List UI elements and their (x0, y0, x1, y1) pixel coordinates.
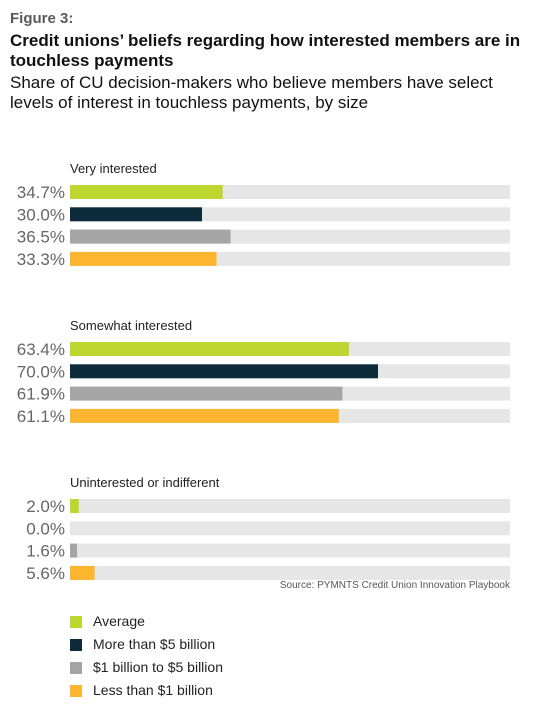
figure-label: Figure 3: (10, 10, 74, 27)
value-label-somewhat-interested-less-than-1-billion: 61.1% (17, 407, 65, 426)
chart-title: Credit unions’ beliefs regarding how int… (10, 31, 521, 70)
value-label-very-interested-1-billion-to-5-billion: 36.5% (17, 228, 65, 247)
bar-very-interested-less-than-1-billion (70, 251, 217, 266)
legend-swatch-less-than-1b (70, 685, 82, 697)
value-label-somewhat-interested-more-than-5-billion: 70.0% (17, 362, 65, 381)
bar-somewhat-interested-1-billion-to-5-billion (70, 386, 343, 401)
value-label-very-interested-more-than-5-billion: 30.0% (17, 205, 65, 224)
chart-subtitle: Share of CU decision-makers who believe … (10, 73, 493, 112)
bar-track-uninterested-or-indifferent-less-than-1-billion (70, 565, 510, 580)
legend-label-1b-to-5b: $1 billion to $5 billion (93, 659, 223, 675)
bar-track-uninterested-or-indifferent-more-than-5-billion (70, 521, 510, 536)
bar-very-interested-average (70, 185, 223, 199)
group-label-somewhat-interested: Somewhat interested (70, 318, 192, 333)
value-label-uninterested-or-indifferent-less-than-1-billion: 5.6% (26, 564, 65, 580)
value-label-somewhat-interested-1-billion-to-5-billion: 61.9% (17, 385, 65, 404)
legend-label-more-than-5b: More than $5 billion (93, 636, 216, 652)
legend-swatch-more-than-5b (70, 639, 82, 651)
source-note: Source: PYMNTS Credit Union Innovation P… (279, 580, 510, 591)
bar-somewhat-interested-more-than-5-billion (70, 364, 378, 379)
bar-track-uninterested-or-indifferent-1-billion-to-5-billion (70, 543, 510, 558)
value-label-somewhat-interested-average: 63.4% (17, 340, 65, 359)
bar-track-uninterested-or-indifferent-average (70, 499, 510, 513)
bar-very-interested-more-than-5-billion (70, 207, 202, 222)
value-label-very-interested-average: 34.7% (17, 183, 65, 202)
value-label-uninterested-or-indifferent-1-billion-to-5-billion: 1.6% (26, 542, 65, 561)
value-label-uninterested-or-indifferent-more-than-5-billion: 0.0% (26, 519, 65, 538)
bar-uninterested-or-indifferent-average (70, 499, 79, 513)
group-label-very-interested: Very interested (70, 161, 157, 176)
bar-uninterested-or-indifferent-less-than-1-billion (70, 565, 95, 580)
value-label-very-interested-less-than-1-billion: 33.3% (17, 250, 65, 269)
bar-uninterested-or-indifferent-1-billion-to-5-billion (70, 543, 78, 558)
value-label-uninterested-or-indifferent-average: 2.0% (26, 497, 65, 516)
group-label-uninterested-or-indifferent: Uninterested or indifferent (70, 475, 220, 490)
bar-somewhat-interested-average (70, 342, 349, 356)
legend-label-average: Average (93, 613, 145, 629)
bar-somewhat-interested-less-than-1-billion (70, 408, 339, 423)
legend-swatch-average (70, 616, 82, 628)
legend-label-less-than-1b: Less than $1 billion (93, 682, 213, 698)
bar-very-interested-1-billion-to-5-billion (70, 229, 231, 244)
legend-swatch-1b-to-5b (70, 662, 82, 674)
bar-chart: Very interested 34.7% 30.0% 36.5% 33.3% Somew… (17, 161, 510, 580)
